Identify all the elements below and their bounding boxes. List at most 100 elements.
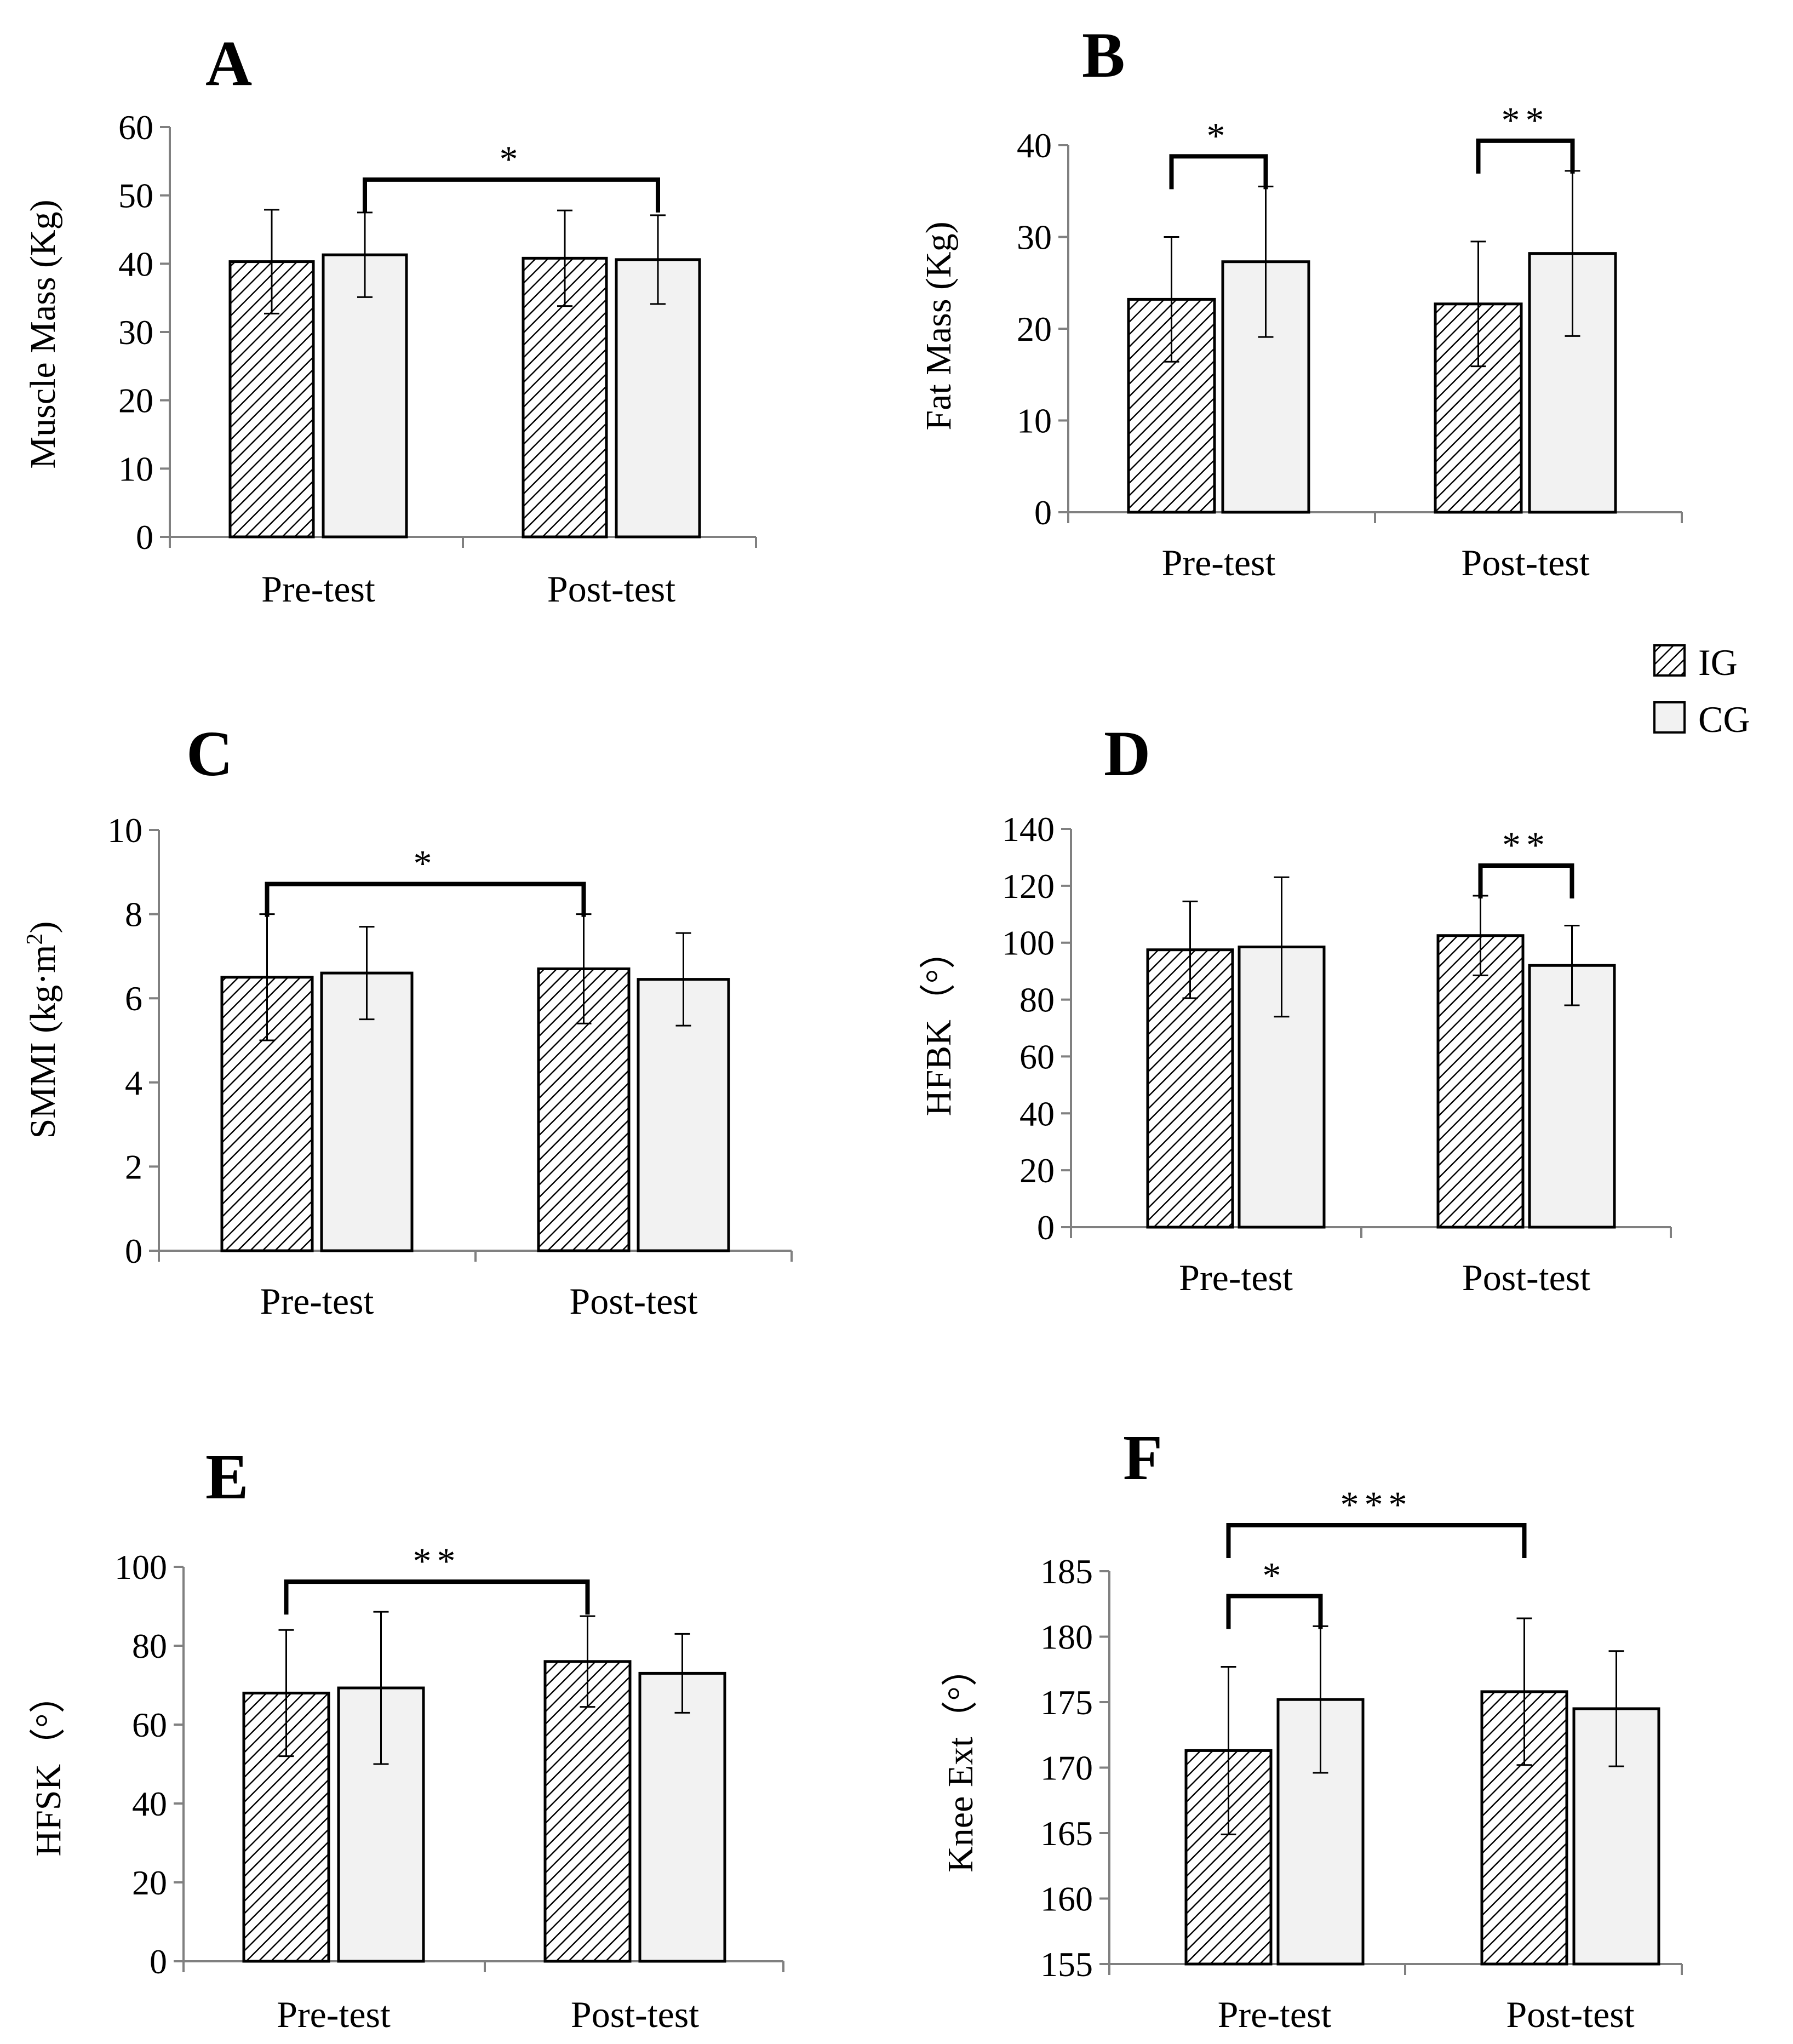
panel-f-y-tick-label: 185 [1040,1552,1093,1591]
panel-c-significance-label: * [414,843,438,884]
panel-d-y-tick-label: 40 [1019,1094,1055,1133]
legend-cg-swatch [1653,701,1686,734]
panel-d: D HFBK（°） 0 20 40 60 80 100 120 140 Pre-test Post… [919,718,1672,1298]
panel-f-category-label: Pre-test [1218,1994,1332,2035]
panel-e-bar-ig [543,1660,632,1963]
panel-f-significance-bracket [1226,1594,1323,1629]
panel-f-y-tick-label: 165 [1040,1814,1093,1853]
panel-a-y-tick-label: 0 [136,518,153,557]
panel-d-category-label: Post-test [1462,1257,1590,1298]
legend-cg-label: CG [1698,698,1750,740]
panel-a-significance-bracket [363,177,660,213]
panel-a-y-tick-label: 10 [118,449,153,488]
panel-e-plot: 0 20 40 60 80 100 Pre-test Post-test ** [114,1540,784,2035]
panel-c-y-tick-label: 0 [125,1232,142,1270]
panel-f-y-tick-label: 175 [1040,1683,1093,1722]
legend-ig-swatch [1653,644,1686,677]
panel-f-significance-label: *** [1341,1484,1413,1525]
panel-d-letter: D [1104,718,1150,789]
panel-c-plot: 0 2 4 6 8 10 Pre-test Post-test * [107,811,793,1322]
panel-c-letter: C [186,718,233,789]
panel-e-y-tick-label: 20 [132,1863,167,1902]
panel-d-y-axis-title: HFBK（°） [919,933,959,1116]
panel-a-y-tick-label: 20 [118,381,153,420]
panel-b-significance-bracket [1476,138,1575,174]
panel-f-bar-ig [1480,1690,1568,1966]
panel-b-significance-label: ** [1502,99,1550,141]
panel-a-significance-label: * [500,138,524,180]
panel-b-y-tick-label: 40 [1017,126,1052,165]
panel-a-y-tick-label: 30 [118,313,153,352]
panel-c-category-label: Pre-test [260,1280,374,1322]
panel-f-y-tick-label: 160 [1040,1880,1093,1919]
panel-e-y-axis-title: HFSK（°） [28,1677,68,1856]
panel-e-bar-cg [638,1671,726,1963]
legend: IG CG [1653,642,1750,740]
panel-d-y-tick-label: 60 [1019,1037,1055,1076]
panel-a-bar-cg [322,253,408,539]
panel-b-y-tick-label: 10 [1017,402,1052,440]
panel-d-y-tick-label: 80 [1019,981,1055,1020]
panel-b-y-axis-title: Fat Mass (Kg) [919,221,959,430]
panel-e-category-label: Post-test [571,1994,699,2035]
panel-f-letter: F [1123,1422,1162,1493]
panel-b-y-tick-label: 20 [1017,310,1052,348]
panel-e-significance-bracket [284,1579,590,1615]
panel-b-category-label: Pre-test [1162,542,1276,583]
panel-d-category-label: Pre-test [1179,1257,1293,1298]
panel-d-significance-label: ** [1502,824,1550,866]
panel-d-y-tick-label: 20 [1019,1151,1055,1190]
panel-a-category-label: Pre-test [261,568,375,610]
panel-b-y-tick-label: 0 [1034,493,1052,532]
panel-f-y-tick-label: 170 [1040,1749,1093,1788]
panel-d-y-tick-label: 120 [1002,867,1055,906]
panel-d-y-tick-label: 100 [1002,924,1055,963]
panel-c-y-axis-title: SMMI (kg·m2) [22,921,63,1139]
panel-c-category-label: Post-test [569,1280,697,1322]
panel-d-significance-bracket [1478,863,1574,899]
panel-e-category-label: Pre-test [277,1994,391,2035]
panel-d-bar-cg [1528,964,1616,1229]
panel-c-y-axis-title-main: SMMI (kg·m [23,945,63,1139]
panel-d-bar-ig [1436,934,1525,1229]
panel-f-y-axis-title: Knee Ext（°） [941,1650,981,1873]
panel-a-plot: 0 10 20 30 40 50 60 Pre-test Post-test * [118,108,757,610]
panel-e-significance-label: ** [413,1540,461,1582]
panel-d-plot: 0 20 40 60 80 100 120 140 Pre-test Post-test ** [1002,810,1672,1298]
panel-b-significance-label: * [1207,114,1231,156]
panel-e-y-tick-label: 100 [114,1548,167,1587]
panel-a: A Muscle Mass (Kg) 0 10 20 30 40 50 60 Pre-test… [23,27,757,610]
panel-f-y-tick-label: 155 [1040,1945,1093,1984]
panel-e-y-tick-label: 40 [132,1784,167,1823]
panel-e-y-tick-label: 80 [132,1627,167,1665]
panel-a-category-label: Post-test [547,568,675,610]
panel-e-y-tick-label: 0 [150,1942,167,1981]
panel-b-letter: B [1082,19,1125,91]
panel-a-y-tick-label: 60 [118,108,153,147]
panel-a-y-tick-label: 50 [118,176,153,215]
panel-f-category-label: Post-test [1506,1994,1634,2035]
panel-d-y-tick-label: 140 [1002,810,1055,849]
panel-b-y-tick-label: 30 [1017,218,1052,257]
panel-d-y-tick-label: 0 [1037,1208,1055,1247]
panel-a-letter: A [205,27,252,99]
panel-c-y-tick-label: 8 [125,895,142,934]
panel-c-y-axis-title-sup: 2 [22,934,48,945]
panel-a-y-tick-label: 40 [118,244,153,283]
panel-f-significance-label: * [1263,1554,1287,1596]
panel-b: B Fat Mass (Kg) 0 10 20 30 40 Pre-test Post-te… [919,19,1683,583]
panel-c-y-tick-label: 4 [125,1063,142,1102]
panel-a-y-axis-title: Muscle Mass (Kg) [23,199,63,468]
panel-b-category-label: Post-test [1461,542,1589,583]
panel-b-significance-bracket [1169,154,1268,190]
panel-f: F Knee Ext（°） 155 160 165 170 175 180 185 Pre-t… [941,1422,1683,2035]
panel-c-y-tick-label: 2 [125,1147,142,1186]
panel-e-letter: E [205,1441,249,1513]
panel-f-significance-bracket [1226,1523,1527,1559]
panel-e: E HFSK（°） 0 20 40 60 80 100 Pre-test Post-test *… [28,1441,784,2035]
panel-c-y-tick-label: 10 [107,811,142,850]
